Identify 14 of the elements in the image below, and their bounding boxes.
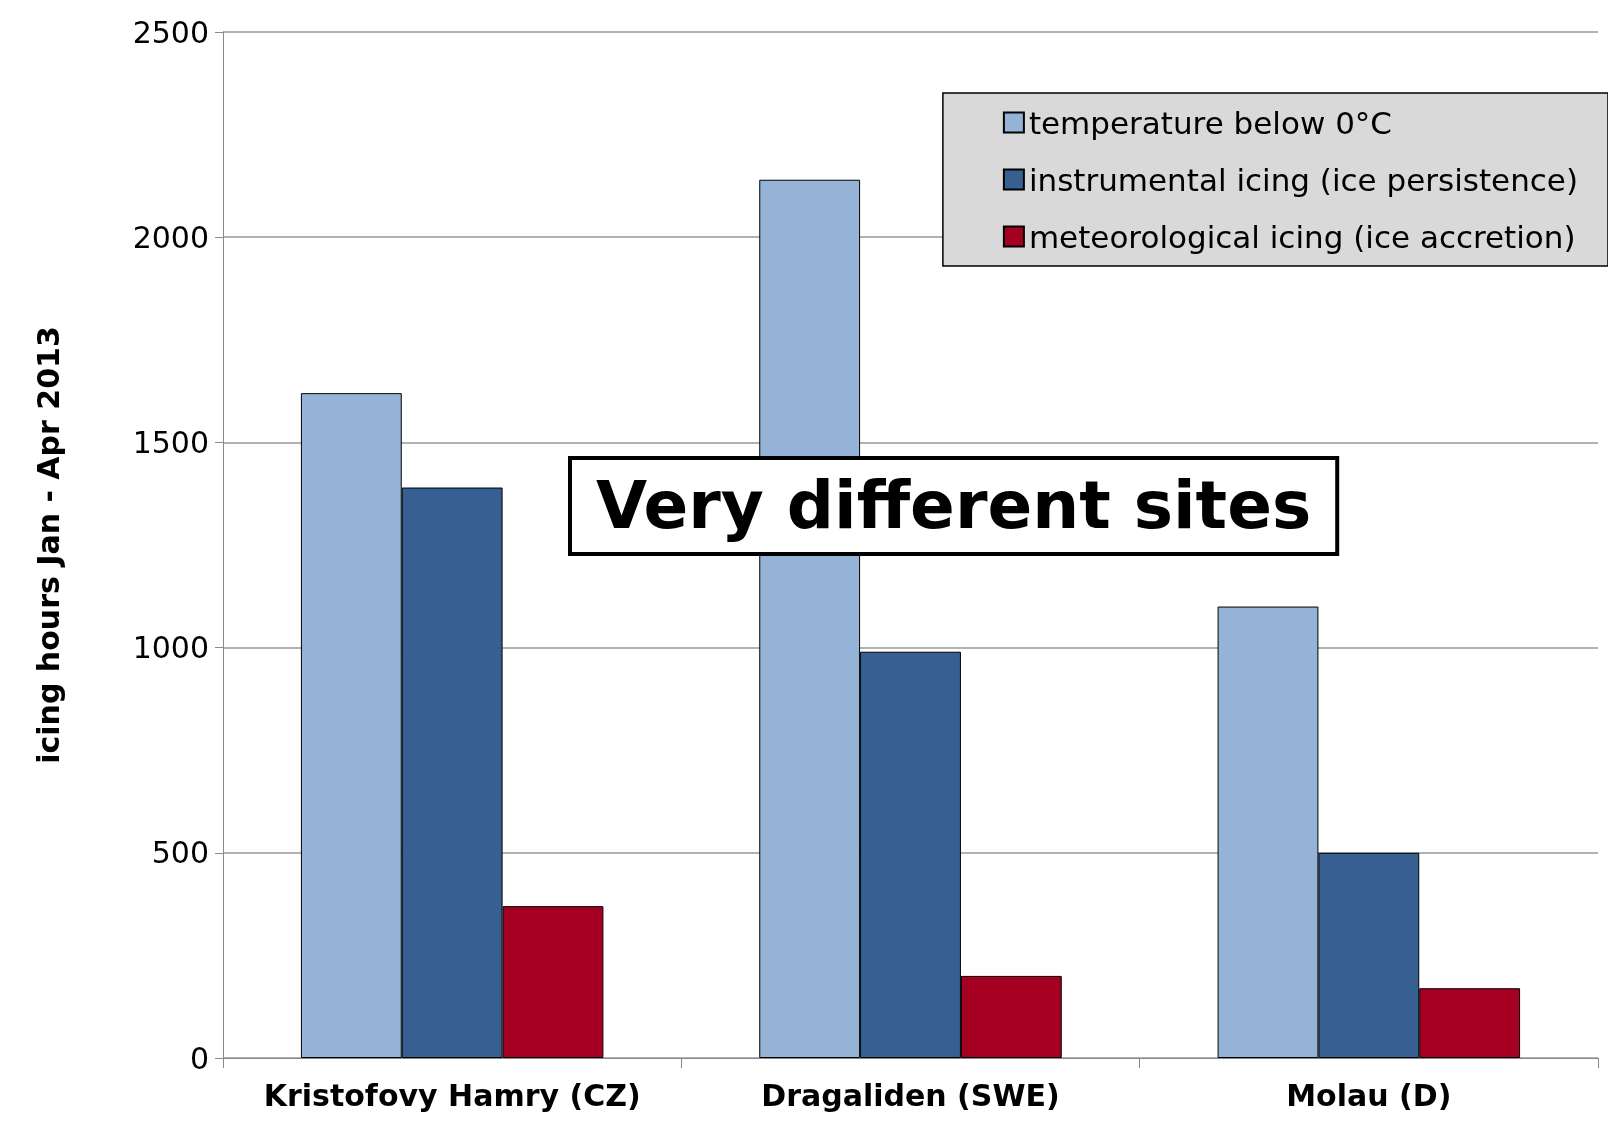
y-tick-label: 2500 [132,14,209,50]
y-tick-label: 1000 [132,630,209,666]
x-tick-label: Dragaliden (SWE) [761,1077,1060,1113]
y-tick-label: 0 [189,1040,209,1076]
x-tick-label: Molau (D) [1286,1077,1452,1113]
legend-label: meteorological icing (ice accretion) [1028,218,1576,255]
y-axis-title: icing hours Jan - Apr 2013 [30,326,66,764]
legend-label: temperature below 0°C [1028,104,1393,141]
y-tick-label: 1500 [132,424,209,460]
y-tick-label: 500 [151,835,209,871]
y-tick-label: 2000 [132,219,209,255]
x-tick-label: Kristofovy Hamry (CZ) [263,1077,641,1113]
legend-label: instrumental icing (ice persistence) [1028,161,1579,198]
annotation: Very different sites [596,466,1312,544]
